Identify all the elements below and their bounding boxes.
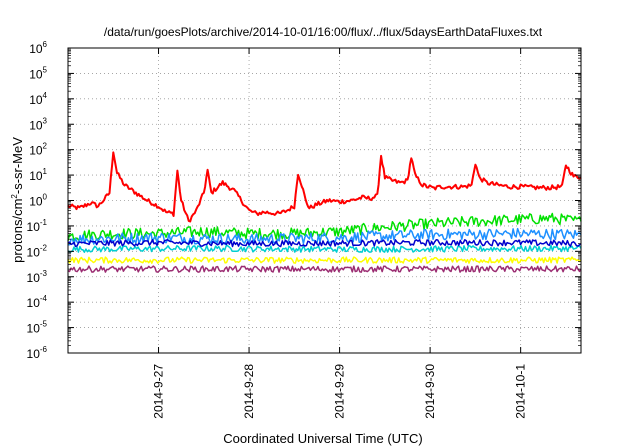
y-axis-title: protons/cm2-s-sr-MeV [10,137,25,263]
y-axis-title-exponent: 2 [10,194,19,199]
series-line [68,227,582,246]
x-axis-title: Coordinated Universal Time (UTC) [223,431,422,446]
series-line [67,265,582,273]
axis-ticks [68,47,581,354]
y-axis-title-rest: -s-sr-MeV [10,137,25,194]
y-tick-label: 10-2 [27,243,48,259]
y-tick-label: 10-3 [27,269,48,285]
y-tick-label: 10-1 [27,218,48,234]
y-tick-labels: 10-6 10-5 10-4 10-3 10-2 10-1 100 101 102 103 104 1… [27,40,48,361]
x-tick-label: 2014-9-29 [333,364,347,419]
y-tick-label: 106 [29,40,47,56]
y-tick-label: 104 [29,91,47,107]
x-tick-labels: 2014-9-27 2014-9-28 2014-9-29 2014-9-30 2014… [152,364,528,419]
x-tick-label: 2014-9-30 [423,364,437,419]
y-tick-label: 10-6 [27,345,48,361]
y-tick-label: 103 [29,116,47,132]
x-tick-label: 2014-9-27 [152,364,166,419]
series-line [67,244,582,253]
series-layer [67,151,582,273]
series-line [67,151,582,223]
chart-title: /data/run/goesPlots/archive/2014-10-01/1… [104,25,543,39]
series-line [67,212,582,242]
y-tick-label: 100 [29,193,47,209]
y-tick-label: 10-4 [27,294,48,310]
x-tick-label: 2014-9-28 [242,364,256,419]
y-tick-label: 105 [29,65,47,81]
series-line [67,256,582,264]
series-line [67,238,582,248]
x-tick-label: 2014-10-1 [514,364,528,419]
y-tick-label: 10-5 [27,320,48,336]
y-tick-label: 102 [29,142,47,158]
y-tick-label: 101 [29,167,47,183]
y-axis-title-main: protons/cm [10,199,25,263]
